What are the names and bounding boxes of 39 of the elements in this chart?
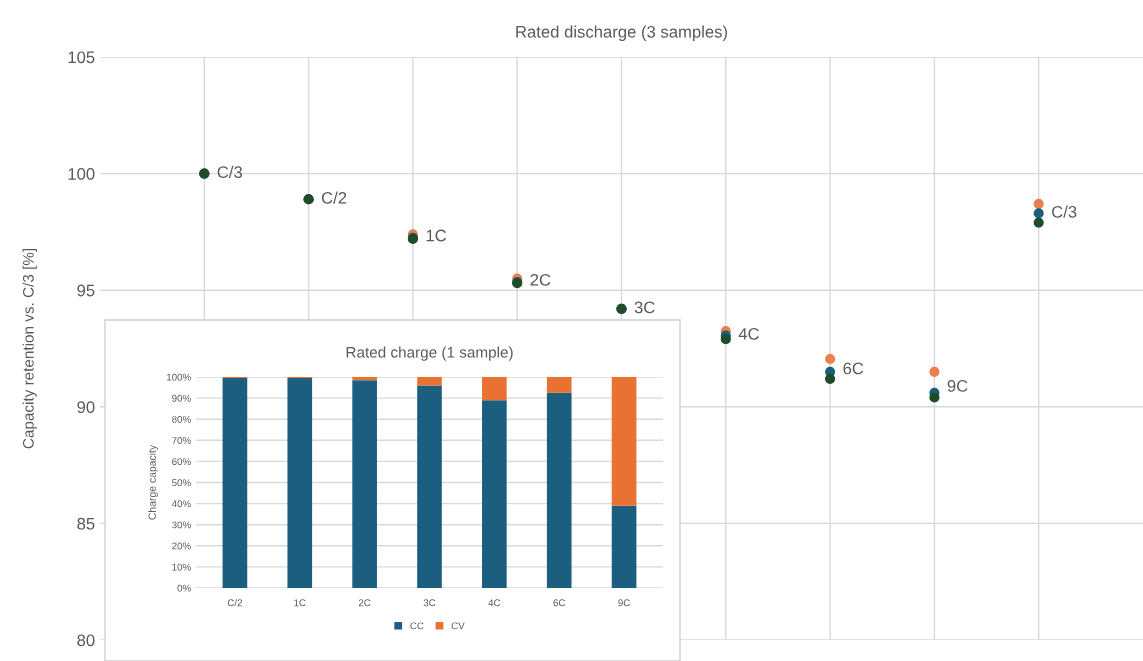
- y-tick-label: 100%: [167, 373, 191, 381]
- y-tick-label: 0%: [177, 584, 191, 592]
- legend-label: CV: [451, 622, 465, 630]
- x-tick-label: 3C: [423, 599, 436, 607]
- x-tick-label: 9C: [618, 599, 630, 607]
- y-tick-label: 85: [77, 517, 95, 530]
- y-tick-label: 80: [77, 634, 95, 647]
- y-tick-label: 20%: [172, 542, 191, 550]
- y-tick-label: 90: [77, 401, 95, 413]
- y-tick-label: 105: [68, 51, 95, 64]
- y-tick-label: 80%: [172, 415, 191, 423]
- x-tick-label: 1C: [294, 599, 306, 607]
- annotation: 6C: [843, 362, 864, 375]
- legend-label: CC: [410, 622, 424, 630]
- y-tick-label: 40%: [171, 500, 191, 508]
- y-tick-label: 100: [68, 168, 95, 180]
- annotation: 2C: [530, 273, 551, 286]
- y-axis-title: Capacity retention vs. C/3 [%]: [22, 248, 37, 449]
- y-tick-label: 60%: [172, 458, 191, 466]
- x-tick-label: 4C: [488, 599, 501, 607]
- annotation: 4C: [738, 327, 759, 340]
- annotation: C/2: [321, 191, 347, 204]
- x-tick-label: 2C: [358, 599, 371, 607]
- annotation: 9C: [947, 380, 968, 392]
- x-tick-label: C/2: [227, 599, 242, 607]
- annotation: 1C: [426, 229, 447, 242]
- y-tick-label: 10%: [172, 563, 191, 571]
- y-tick-label: 95: [77, 284, 95, 297]
- annotation: C/3: [217, 165, 242, 179]
- y-axis-title: Charge capacity: [148, 444, 158, 520]
- annotation: 3C: [634, 301, 655, 314]
- chart-title: Rated discharge (3 samples): [516, 25, 727, 42]
- y-tick-label: 70%: [172, 437, 191, 444]
- x-tick-label: 6C: [553, 599, 566, 607]
- chart-title: Rated charge (1 sample): [346, 346, 513, 361]
- y-tick-label: 30%: [172, 521, 191, 529]
- y-tick-label: 90%: [172, 394, 191, 402]
- annotation: C/3: [1052, 205, 1077, 218]
- y-tick-label: 50%: [172, 479, 191, 487]
